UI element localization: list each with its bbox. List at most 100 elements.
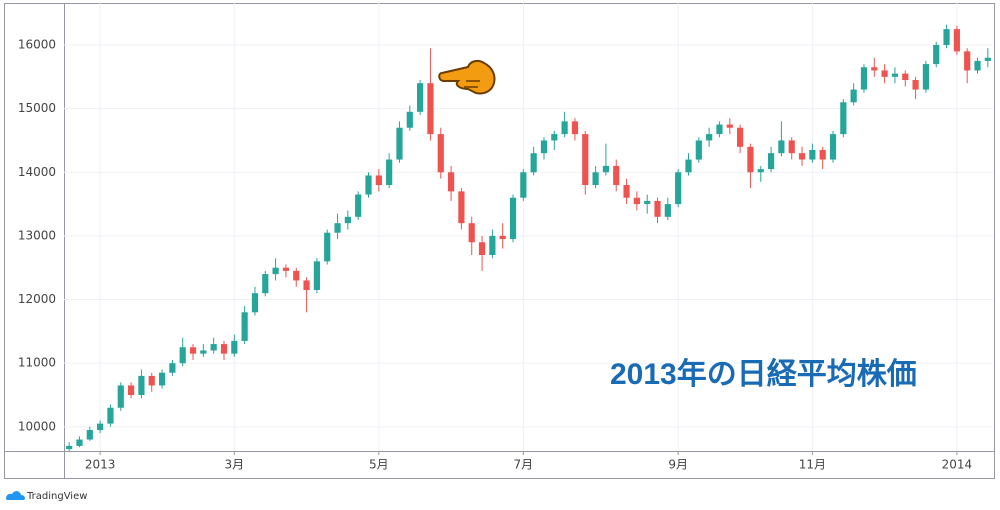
candle-body: [891, 73, 899, 77]
candle-body: [953, 29, 960, 52]
candle-body: [613, 165, 620, 185]
candle-body: [189, 347, 197, 354]
candle-body: [551, 134, 558, 141]
candle-body: [355, 194, 362, 217]
candle-body: [633, 197, 640, 205]
candle-body: [778, 140, 785, 154]
candle-body: [231, 340, 238, 354]
candle-body: [427, 83, 434, 135]
candle-body: [86, 430, 93, 440]
candle-body: [623, 185, 630, 198]
candle-body: [97, 423, 104, 430]
candle-body: [675, 172, 682, 205]
x-tick-label: 2013: [85, 458, 116, 472]
candle-body: [654, 200, 661, 217]
y-tick-label: 11000: [18, 356, 56, 370]
candle-body: [220, 344, 228, 354]
candle-body: [447, 172, 455, 192]
brand-name: TradingView: [26, 491, 87, 502]
candle-body: [127, 385, 135, 395]
candle-body: [871, 67, 878, 71]
candle-body: [437, 134, 444, 173]
candle-body: [293, 270, 300, 281]
candle-body: [458, 191, 465, 224]
x-tick-label: 2014: [942, 458, 973, 472]
candle-body: [881, 70, 888, 77]
candle-body: [757, 169, 764, 173]
candle-body: [561, 121, 568, 135]
candle-body: [468, 223, 475, 243]
candle-body: [829, 134, 837, 160]
candle-body: [324, 232, 331, 262]
candle-body: [386, 159, 393, 185]
candle-body: [912, 80, 919, 90]
y-tick-label: 10000: [18, 419, 56, 433]
frame: [4, 3, 995, 479]
candle-body: [767, 153, 775, 170]
candle-body: [716, 124, 723, 135]
candle-body: [169, 363, 176, 373]
x-tick-label: 3月: [224, 458, 244, 472]
y-tick-label: 12000: [18, 292, 56, 306]
candles: [66, 24, 991, 451]
candle-body: [964, 51, 971, 71]
y-tick-label: 13000: [18, 228, 56, 242]
candle-body: [499, 235, 506, 240]
candle-body: [417, 83, 424, 112]
candle-body: [344, 216, 351, 224]
pointing-hand-icon: [438, 59, 496, 95]
candle-body: [303, 280, 310, 290]
candle-body: [241, 312, 248, 341]
candle-body: [76, 439, 83, 446]
candle-body: [509, 197, 517, 240]
candle-body: [282, 267, 290, 271]
x-tick-label: 7月: [514, 458, 534, 472]
grid: [64, 3, 993, 451]
y-tick-label: 15000: [18, 101, 56, 115]
candle-body: [726, 124, 733, 128]
candle-body: [860, 67, 868, 90]
candle-body: [582, 134, 589, 185]
candle-body: [798, 153, 806, 160]
candle-body: [251, 293, 259, 313]
candle-body: [695, 140, 702, 160]
annotation: 2013年の日経平均株価: [610, 357, 917, 391]
candle-body: [644, 200, 651, 205]
candle-body: [902, 73, 909, 80]
candle-body: [262, 274, 269, 294]
candle-body: [158, 372, 166, 386]
candle-body: [664, 204, 671, 217]
candle-body: [706, 134, 713, 141]
candle-body: [272, 267, 279, 275]
candle-body: [530, 153, 537, 173]
candle-body: [747, 146, 754, 173]
candle-body: [840, 102, 847, 135]
candle-body: [138, 375, 145, 395]
candle-body: [540, 140, 548, 154]
candle-body: [974, 60, 981, 71]
candle-body: [571, 121, 579, 135]
candle-body: [375, 175, 382, 185]
candle-body: [117, 385, 124, 408]
x-tick-label: 11月: [799, 458, 826, 472]
y-tick-label: 16000: [18, 38, 56, 52]
candle-body: [148, 375, 155, 386]
candle-body: [850, 89, 857, 103]
x-tick-label: 5月: [369, 458, 389, 472]
candle-body: [737, 127, 744, 147]
candle-body: [210, 344, 217, 351]
candle-body: [313, 261, 320, 290]
candle-body: [788, 140, 795, 154]
candle-body: [406, 111, 413, 128]
candle-body: [819, 150, 826, 160]
candle-body: [334, 223, 341, 233]
candle-body: [685, 159, 692, 173]
candle-body: [365, 175, 372, 195]
candle-body: [933, 45, 940, 65]
candle-body: [66, 445, 73, 450]
candle-body: [520, 172, 527, 198]
candle-body: [602, 165, 610, 173]
candle-body: [200, 350, 207, 354]
